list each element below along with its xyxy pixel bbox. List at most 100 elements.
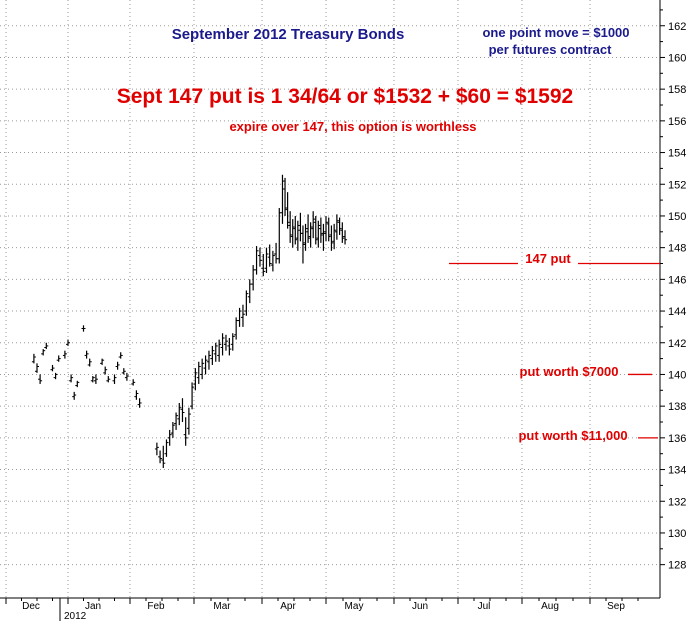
y-tick-label: 154 xyxy=(668,148,686,160)
chart-frame xyxy=(0,0,661,599)
ohlc-bar xyxy=(329,225,334,251)
y-tick-label: 132 xyxy=(668,496,686,508)
ohlc-bar xyxy=(53,372,58,380)
x-tick-label: Jun xyxy=(412,601,428,612)
subheadline: expire over 147, this option is worthles… xyxy=(229,119,476,134)
ohlc-bar xyxy=(50,364,55,372)
ohlc-bar xyxy=(340,222,345,243)
ohlc-bar xyxy=(81,325,86,332)
x-tick-label: May xyxy=(345,601,364,612)
y-tick-label: 152 xyxy=(668,179,686,191)
headline: Sept 147 put is 1 34/64 or $1532 + $60 =… xyxy=(117,85,573,108)
ohlc-bar xyxy=(84,350,89,359)
ohlc-bar xyxy=(308,222,313,248)
ohlc-bar xyxy=(38,374,43,384)
y-tick-label: 138 xyxy=(668,401,686,413)
x-tick-label: Feb xyxy=(147,601,165,612)
ohlc-bar xyxy=(247,279,252,304)
year-label: 2012 xyxy=(64,611,87,621)
ohlc-bar xyxy=(115,361,120,370)
ohlc-bar xyxy=(131,379,136,386)
ohlc-bar xyxy=(137,398,142,408)
y-tick-label: 128 xyxy=(668,560,686,572)
ohlc-bar xyxy=(237,307,242,327)
ohlc-bar xyxy=(324,215,328,242)
ohlc-bar xyxy=(167,429,172,446)
annotation-put-worth-11000: put worth $11,000 xyxy=(518,428,627,443)
y-tick-label: 160 xyxy=(668,52,686,64)
ohlc-bar xyxy=(180,398,185,422)
ohlc-bar xyxy=(69,374,74,383)
ohlc-bar xyxy=(321,223,326,251)
ohlc-bar xyxy=(66,339,70,346)
ohlc-bar xyxy=(316,220,321,248)
ohlc-bar xyxy=(56,355,61,362)
ohlc-bar xyxy=(270,250,275,272)
ohlc-bar xyxy=(112,374,117,384)
ohlc-bar xyxy=(318,217,323,243)
ohlc-bar xyxy=(196,361,201,384)
ohlc-bar xyxy=(295,220,300,251)
ohlc-bar xyxy=(186,407,191,435)
y-tick-label: 146 xyxy=(668,274,686,286)
ohlc-bar xyxy=(124,372,129,381)
ohlc-bar xyxy=(75,380,80,388)
ohlc-bar xyxy=(35,363,39,373)
ohlc-bar xyxy=(106,376,111,383)
ohlc-bar xyxy=(203,355,208,375)
x-tick-label: Apr xyxy=(280,601,296,612)
x-axis: Dec Jan Feb Mar Apr May Jun Jul Aug Sep xyxy=(5,598,639,621)
ohlc-bar xyxy=(313,215,318,245)
x-tick-label: Sep xyxy=(607,601,625,612)
ohlc-bar xyxy=(118,352,123,359)
ohlc-bar xyxy=(240,304,245,327)
annotation-lines xyxy=(449,262,660,439)
y-tick-label: 162 xyxy=(668,21,686,33)
ohlc-bar xyxy=(264,247,269,274)
ohlc-bar xyxy=(300,225,305,264)
ohlc-bar xyxy=(223,334,228,351)
price-bars xyxy=(31,174,348,468)
x-tick-label: Dec xyxy=(22,601,40,612)
ohlc-bar xyxy=(72,391,77,400)
ohlc-bar xyxy=(62,350,67,359)
x-tick-label: Jan xyxy=(85,601,101,612)
x-tick-label: Mar xyxy=(213,601,231,612)
ohlc-bar xyxy=(230,333,235,351)
ohlc-bar xyxy=(267,244,272,267)
ohlc-bar xyxy=(334,214,339,240)
y-axis: 128 130 132 134 136 138 140 142 144 146 148 150 152 1… xyxy=(660,9,686,572)
ohlc-bar xyxy=(283,177,288,216)
y-tick-label: 134 xyxy=(668,465,686,477)
ohlc-bar xyxy=(170,422,175,438)
ohlc-bar xyxy=(220,333,225,356)
ohlc-bar xyxy=(183,417,188,446)
ohlc-bar xyxy=(100,358,105,365)
ohlc-bar xyxy=(87,358,92,367)
ohlc-bar xyxy=(134,390,139,400)
ohlc-bar xyxy=(103,366,108,375)
ohlc-bar xyxy=(121,368,126,375)
ohlc-bar xyxy=(303,223,308,251)
ohlc-bar xyxy=(274,242,279,264)
y-tick-label: 148 xyxy=(668,243,686,255)
ohlc-bar xyxy=(337,217,342,235)
annotation-put-worth-7000: put worth $7000 xyxy=(520,364,619,379)
y-tick-label: 150 xyxy=(668,211,686,223)
ohlc-bar xyxy=(244,290,249,316)
ohlc-bar xyxy=(251,265,256,291)
ohlc-bar xyxy=(31,353,36,364)
ohlc-bar xyxy=(293,215,298,245)
ohlc-bar xyxy=(161,445,166,468)
ohlc-bar xyxy=(206,350,211,370)
y-tick-label: 158 xyxy=(668,84,686,96)
ohlc-bar xyxy=(306,214,311,243)
ohlc-bar xyxy=(290,219,295,248)
ohlc-bar xyxy=(190,382,195,410)
note-line-1: one point move = $1000 xyxy=(482,25,629,40)
y-tick-label: 144 xyxy=(668,306,686,318)
ohlc-bar xyxy=(261,253,266,277)
ohlc-bar xyxy=(343,230,348,245)
ohlc-bar xyxy=(93,374,98,384)
